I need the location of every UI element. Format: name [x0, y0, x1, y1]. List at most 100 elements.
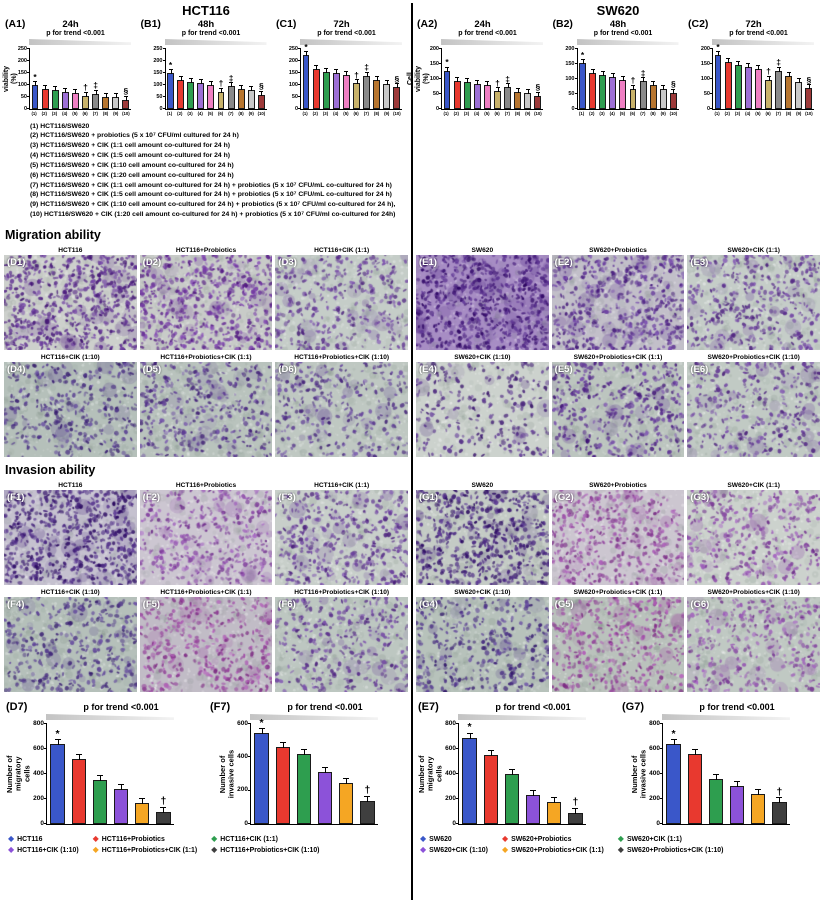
y-tick: [439, 108, 442, 109]
micro-panel-label: (F5): [142, 599, 161, 611]
bar: [734, 60, 742, 109]
bar-slot: [588, 49, 598, 109]
error-bar-cap: [334, 69, 339, 71]
significance-marker: †: [572, 796, 579, 809]
error-bar-cap: [465, 78, 470, 79]
x-tick-label: (3): [51, 111, 58, 116]
panel-label: (G7): [622, 701, 644, 714]
y-tick: [27, 84, 30, 85]
chart-header: (A2) 24h p for trend <0.001: [417, 18, 548, 37]
y-tick: [298, 60, 301, 61]
error-bar: [622, 76, 624, 81]
micro-panel-label: (F6): [278, 599, 296, 611]
series-legend-hct116: ◆ HCT116 ◆ HCT116+Probiotics ◆ HCT116+CIK (1:…: [0, 835, 412, 854]
p-trend-label: p for trend <0.001: [729, 30, 788, 37]
error-bar-cap: [776, 797, 783, 799]
chart-title: 72h: [333, 19, 350, 30]
error-bar-cap: [53, 86, 58, 88]
micro-title: HCT116+CIK (1:10): [40, 589, 100, 597]
error-bar-cap: [300, 749, 307, 751]
significance-marker: ‡: [776, 57, 781, 68]
micro-image: (F1): [4, 490, 137, 586]
bar-slot: †: [565, 724, 586, 825]
p-trend-label: p for trend <0.001: [287, 702, 363, 713]
x-labels: (1) (2) (3) (4) (5) (6) (7) (8) (9) (10): [300, 111, 402, 117]
x-tick-label: (4): [745, 111, 751, 116]
error-bar: [366, 72, 368, 77]
significance-marker: †: [83, 82, 88, 93]
error-bar-cap: [374, 75, 379, 77]
error-bar: [35, 82, 37, 86]
error-bar-cap: [670, 739, 677, 741]
bar: †: [156, 796, 171, 825]
bar-slot: [236, 49, 246, 109]
error-bar: [95, 90, 97, 95]
y-tick-label: 200: [445, 794, 456, 802]
error-bar-cap: [734, 780, 741, 782]
y-tick: [27, 96, 30, 97]
cell-line-title-sw620: SW620: [596, 3, 640, 18]
y-tick-label: 150: [565, 60, 575, 67]
micro-canvas: [416, 490, 549, 586]
y-tick: [710, 108, 713, 109]
bar: [754, 65, 762, 109]
bar-slot: [196, 49, 206, 109]
y-tick-label: 150: [429, 60, 439, 67]
bar-slot: [40, 49, 50, 109]
micro-canvas: [275, 255, 408, 351]
error-bar-cap: [590, 69, 595, 70]
bar: [322, 67, 330, 109]
bar-slot: [733, 49, 743, 109]
significance-marker: *: [55, 727, 60, 740]
x-labels: (1) (2) (3) (4) (5) (6) (7) (8) (9) (10): [712, 111, 814, 117]
chart-F7: (F7) p for trend <0.001 Number of invasive…: [210, 701, 406, 826]
y-tick-label: 100: [17, 81, 27, 88]
chart-header: (C1) 72h p for trend <0.001: [276, 18, 407, 37]
x-tick-label: (5): [619, 111, 626, 116]
micro-canvas: [416, 597, 549, 693]
bar-slot: [321, 49, 331, 109]
bar: [177, 75, 185, 109]
error-bar-cap: [475, 79, 480, 81]
significance-marker: ‡: [505, 73, 510, 84]
error-bar: [517, 88, 519, 93]
trend-wedge-icon: [458, 714, 586, 721]
x-tick-label: (9): [525, 111, 531, 116]
plot-area: 0 50 100 150 200 * † ‡ §: [701, 42, 814, 111]
bar-slot: [648, 49, 658, 109]
trend-wedge-icon: [441, 39, 543, 45]
bar: [659, 84, 667, 109]
micro-image: (G6): [687, 597, 820, 693]
significance-marker: §: [671, 79, 676, 89]
x-tick-label: (3): [599, 111, 605, 116]
panel-label: (C1): [276, 18, 297, 30]
micro-canvas: [687, 597, 820, 693]
bar: [317, 767, 333, 825]
plot-area: 0 50 100 150 200 250 * † ‡ §: [153, 46, 267, 111]
panel-label: (A1): [5, 18, 26, 30]
condition-line: (6) HCT116/SW620 + CIK (1:20 cell amount…: [30, 171, 234, 179]
plot-area: 0 50 100 150 200 * † ‡ §: [565, 46, 679, 111]
bar: *: [302, 42, 310, 109]
y-tick-label: 200: [153, 57, 163, 64]
micro-canvas: [687, 490, 820, 586]
y-tick: [162, 84, 166, 85]
micro-canvas: [139, 490, 273, 586]
error-bar-cap: [572, 807, 579, 809]
legend-label: HCT116+CIK (1:1): [220, 835, 278, 843]
bar-slot: *: [442, 49, 452, 109]
micro-image: (G1): [416, 490, 549, 586]
error-bar: [65, 88, 67, 93]
bar-slot: [462, 49, 472, 109]
error-bar: [633, 85, 634, 90]
migration-grid: HCT116 HCT116+Probiotics HCT116+CIK (1:1) (…: [0, 244, 825, 458]
y-tick-label: 0: [452, 819, 456, 827]
error-bar-cap: [63, 87, 68, 89]
x-tick-label: (5): [484, 111, 490, 116]
x-tick-label: (1): [578, 111, 585, 116]
error-bar-cap: [620, 75, 625, 77]
chart-header: (B2) 48h p for trend <0.001: [553, 18, 684, 37]
chart-header: (E7) p for trend <0.001: [418, 701, 614, 713]
micro-image: (E6): [687, 362, 820, 458]
